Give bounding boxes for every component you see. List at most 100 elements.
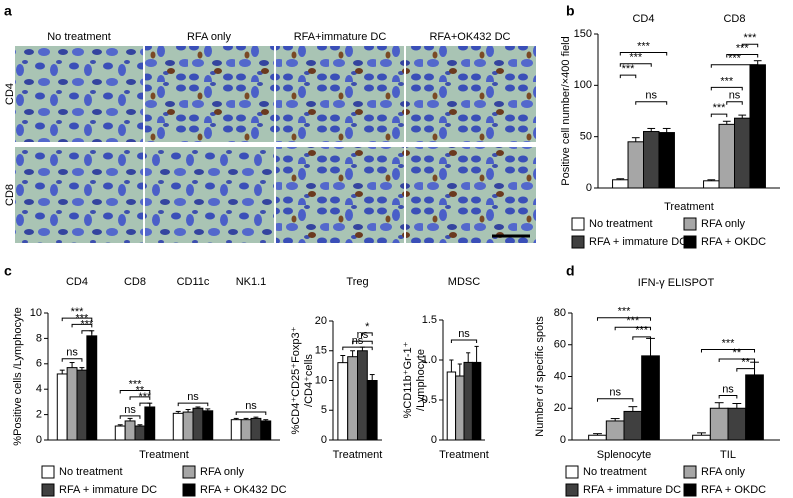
bar <box>347 356 359 441</box>
significance-bracket <box>342 346 373 351</box>
bar <box>114 425 126 441</box>
bar <box>734 117 751 189</box>
bar <box>692 434 711 441</box>
y-tick-label: 20 <box>315 315 327 327</box>
legend-label: No treatment <box>589 218 653 230</box>
significance-label: ns <box>352 335 364 347</box>
significance-bracket <box>119 415 141 419</box>
significance-label: ns <box>645 90 657 102</box>
bar <box>202 410 214 441</box>
significance-bracket <box>718 358 756 363</box>
y-tick-label: 2 <box>36 409 42 421</box>
bar <box>240 419 252 441</box>
significance-label: *** <box>736 42 750 54</box>
category-label: CD4 <box>632 13 654 25</box>
y-axis-label: /CD4⁺cells <box>303 354 315 407</box>
significance-label: *** <box>722 337 736 349</box>
y-tick-label: 4 <box>36 383 42 395</box>
bar <box>124 420 136 441</box>
significance-bracket <box>235 411 267 416</box>
significance-bracket <box>700 349 756 353</box>
significance-bracket <box>61 358 83 362</box>
bar <box>718 123 736 189</box>
legend-swatch <box>565 465 579 479</box>
significance-bracket <box>71 323 93 328</box>
x-axis-label: Treatment <box>333 449 383 461</box>
y-axis-label: %CD4⁺CD25⁺Foxp3⁺ <box>290 326 302 434</box>
significance-label: *** <box>622 63 636 75</box>
x-axis-label: Treatment <box>139 449 189 461</box>
y-tick-label: 0 <box>560 434 566 446</box>
column-label: RFA+OK432 DC <box>429 31 510 43</box>
bar <box>134 425 146 441</box>
significance-label: *** <box>629 52 643 64</box>
bar <box>612 179 629 189</box>
row-label: CD8 <box>4 184 16 206</box>
y-tick-label: 0 <box>586 182 592 194</box>
y-tick-label: 100 <box>574 79 592 91</box>
micrograph <box>15 46 143 142</box>
category-label: CD8 <box>723 13 745 25</box>
significance-label: *** <box>71 306 85 318</box>
y-axis-label: %CD11b⁺Gr-1⁺ <box>402 341 414 418</box>
legend-label: RFA + immature DC <box>589 236 687 248</box>
bar <box>641 355 660 441</box>
panel-label: d <box>566 263 575 279</box>
legend-label: RFA + OKDC <box>701 484 766 496</box>
bar <box>643 131 660 189</box>
panel-label: a <box>4 3 12 19</box>
significance-bracket <box>81 330 93 334</box>
significance-label: ns <box>729 90 741 102</box>
bar <box>76 369 88 441</box>
bar <box>86 335 98 441</box>
legend-label: RFA only <box>701 218 746 230</box>
y-tick-label: 0 <box>321 434 327 446</box>
legend-label: RFA only <box>200 466 245 478</box>
bar <box>455 375 465 441</box>
significance-bracket <box>596 398 634 402</box>
micrograph <box>15 147 143 243</box>
significance-label: *** <box>713 102 727 114</box>
significance-label: *** <box>635 325 649 337</box>
legend-swatch <box>683 235 697 249</box>
significance-bracket <box>726 101 743 105</box>
legend-label: No treatment <box>59 466 123 478</box>
bar <box>463 361 473 441</box>
legend-swatch <box>41 465 55 479</box>
y-tick-label: 10 <box>30 307 42 319</box>
significance-label: *** <box>76 312 90 324</box>
legend-label: RFA + immature DC <box>583 484 681 496</box>
significance-label: *** <box>138 391 152 403</box>
significance-bracket <box>726 54 759 58</box>
category-label: MDSC <box>448 276 480 288</box>
significance-label: *** <box>744 32 758 44</box>
y-tick-label: 1.0 <box>422 354 437 366</box>
y-tick-label: 60 <box>554 339 566 351</box>
significance-bracket <box>710 113 728 118</box>
y-tick-label: 8 <box>36 332 42 344</box>
significance-bracket <box>450 339 478 343</box>
micrograph <box>145 147 274 243</box>
significance-bracket <box>139 402 151 407</box>
bar <box>709 407 729 441</box>
significance-bracket <box>718 395 738 399</box>
significance-label: *** <box>637 40 651 52</box>
significance-bracket <box>619 51 668 56</box>
legend-swatch <box>683 465 697 479</box>
significance-bracket <box>361 332 373 336</box>
category-label: Treg <box>346 276 368 288</box>
y-tick-label: 15 <box>315 345 327 357</box>
bar <box>250 417 262 441</box>
significance-label: * <box>365 321 370 333</box>
column-label: No treatment <box>47 31 111 43</box>
legend-label: No treatment <box>583 466 647 478</box>
legend-label: RFA + OK432 DC <box>200 484 287 496</box>
significance-label: ** <box>741 356 750 368</box>
significance-label: *** <box>720 75 734 87</box>
y-axis-label: Positive cell number/×400 field <box>560 36 572 186</box>
bar <box>745 374 764 441</box>
panel-label: b <box>566 3 575 19</box>
significance-label: *** <box>618 306 632 318</box>
micrograph <box>145 46 274 142</box>
